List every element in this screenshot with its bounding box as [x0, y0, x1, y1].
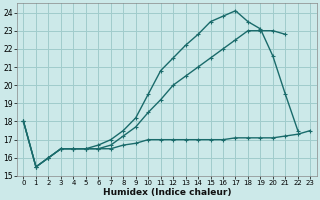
X-axis label: Humidex (Indice chaleur): Humidex (Indice chaleur)	[103, 188, 231, 197]
